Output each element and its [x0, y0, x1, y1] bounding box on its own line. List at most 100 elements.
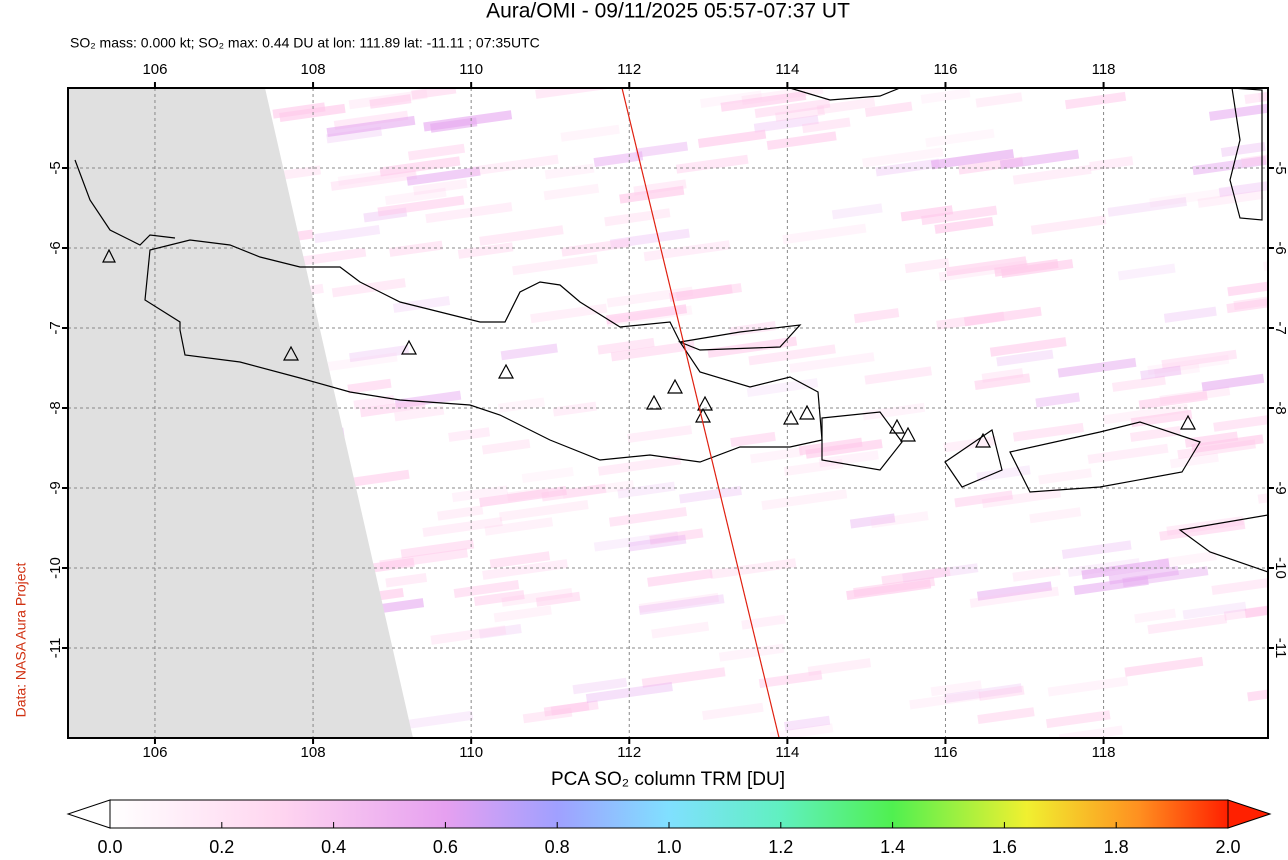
swath-pixel — [1012, 164, 1092, 185]
swath-pixel — [1279, 92, 1288, 108]
swath-pixel — [389, 240, 443, 257]
coastline-sulawesi — [1229, 88, 1263, 221]
swath-pixel — [500, 343, 558, 361]
colorbar-tick-label: 1.2 — [768, 837, 793, 855]
swath-pixel — [562, 480, 635, 499]
swath-pixel — [610, 340, 695, 362]
swath-pixel — [379, 156, 461, 177]
swath-pixel — [921, 205, 998, 226]
swath-pixel — [707, 336, 798, 358]
swath-pixel — [862, 147, 944, 168]
swath-pixel — [789, 352, 875, 373]
swath-pixel — [473, 590, 525, 606]
swath-pixel — [943, 436, 997, 453]
swath-pixel — [349, 344, 410, 363]
swath-pixel — [969, 586, 1060, 608]
lon-tick-label: 110 — [459, 61, 483, 78]
coastline-sumatra — [74, 159, 176, 246]
swath-pixel — [392, 296, 451, 313]
swath-pixel — [379, 548, 469, 570]
swath-pixel — [372, 557, 415, 573]
swath-pixel — [1157, 551, 1217, 569]
coastline-flores — [1178, 514, 1268, 573]
swath-pixel — [651, 621, 710, 639]
swath-pixel — [425, 202, 513, 224]
swath-pixel — [608, 506, 688, 527]
swath-pixel — [326, 115, 416, 138]
swath-pixel — [1045, 710, 1111, 729]
swath-pixel — [1134, 608, 1177, 624]
swath-pixel — [807, 658, 872, 676]
swath-pixel — [1035, 392, 1081, 408]
swath-pixel — [1197, 189, 1264, 208]
lon-tick-label: 114 — [775, 744, 799, 761]
swath-pixel — [479, 225, 564, 246]
swath-pixel — [761, 489, 848, 511]
swath-pixel — [572, 677, 628, 695]
swath-pixel — [501, 588, 573, 607]
colorbar-tick-label: 1.0 — [656, 837, 681, 855]
swath-pixel — [406, 166, 481, 186]
map-area — [68, 88, 1288, 738]
credit: Data: NASA Aura Project — [13, 562, 29, 717]
swath-pixel — [1047, 676, 1129, 697]
swath-pixel — [497, 397, 545, 413]
swath-pixel — [784, 715, 831, 731]
swath-pixel — [754, 98, 831, 119]
swath-pixel — [783, 458, 844, 477]
swath-pixel — [1270, 508, 1288, 527]
swath-pixel — [394, 405, 445, 422]
swath-pixel — [585, 682, 673, 704]
lat-tick-label: -6 — [47, 241, 64, 254]
swath-pixel — [638, 592, 720, 613]
swath-pixel — [1107, 196, 1187, 217]
swath-pixel — [638, 594, 725, 616]
swath-pixel — [299, 247, 367, 266]
colorbar-tick-label: 0.0 — [97, 837, 122, 855]
swath-pixel — [904, 258, 950, 274]
colorbar-label: PCA SO₂ column TRM [DU] — [551, 769, 785, 790]
swath-pixel — [641, 667, 726, 688]
swath-pixel — [647, 568, 713, 587]
swath-pixel — [561, 238, 631, 257]
swath-pixel — [753, 114, 819, 133]
swath-pixel — [481, 438, 531, 455]
swath-pixel — [560, 124, 620, 142]
swath-pixel — [385, 572, 428, 588]
swath-pixel — [407, 143, 466, 161]
swath-pixel — [816, 97, 876, 115]
swath-pixel — [1169, 452, 1219, 469]
swath-pixel — [512, 254, 598, 276]
colorbar-tick-label: 2.0 — [1215, 837, 1240, 855]
swath-pixel — [605, 304, 688, 325]
swath-pixel — [853, 576, 936, 598]
lon-tick-label: 112 — [617, 744, 641, 761]
swath-pixel — [484, 517, 554, 536]
swath-pixel — [748, 344, 836, 366]
swath-pixel — [1057, 357, 1137, 378]
swath-pixel — [994, 258, 1059, 277]
swath-pixel — [999, 149, 1080, 170]
lon-tick-label: 118 — [1092, 61, 1116, 78]
swath-pixel — [701, 702, 764, 721]
coastline-madura — [677, 324, 802, 351]
colorbar-tick-label: 0.6 — [433, 837, 458, 855]
swath-pixel — [1147, 354, 1230, 376]
swath-pixel — [412, 179, 468, 196]
lat-tick-label: -10 — [47, 557, 64, 579]
swath-pixel — [1201, 373, 1265, 392]
swath-pixel — [976, 465, 1031, 482]
swath-pixel — [775, 106, 825, 122]
swath-pixel — [609, 228, 690, 249]
colorbar-tick-label: 1.8 — [1104, 837, 1129, 855]
swath-pixel — [1220, 141, 1266, 157]
swath-pixel — [1247, 681, 1268, 702]
swath-pixel — [675, 154, 749, 174]
swath-pixel — [1271, 358, 1288, 377]
swath-pixel — [974, 373, 1031, 390]
swath-pixel — [453, 580, 520, 598]
lat-tick-label: -6 — [1272, 241, 1288, 254]
swath-pixel — [831, 203, 883, 220]
lat-tick-label: -7 — [47, 321, 64, 334]
swath-pixel — [1213, 411, 1268, 432]
